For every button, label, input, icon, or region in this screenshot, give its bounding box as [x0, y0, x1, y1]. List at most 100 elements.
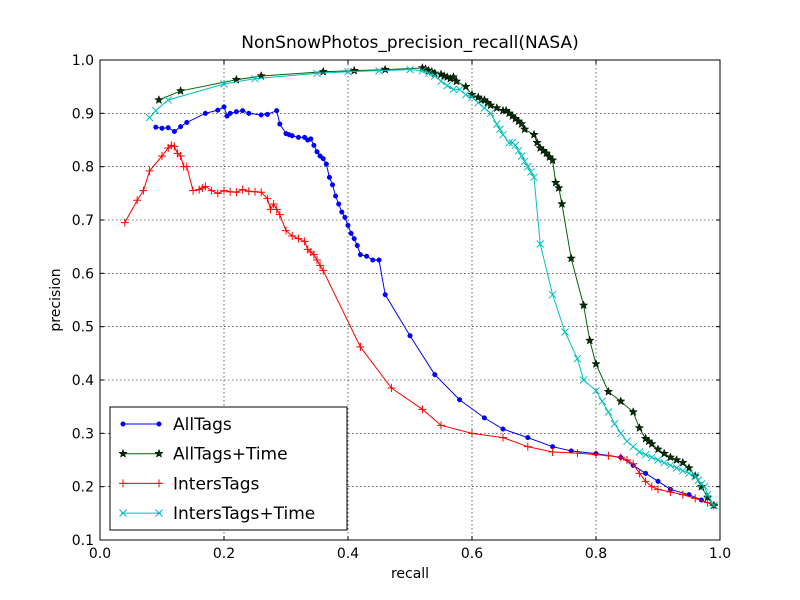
data-point-interstags-time: [666, 461, 675, 470]
data-point-interstags-time: [536, 240, 545, 248]
data-point-alltags: [215, 107, 221, 113]
y-tick-label: 0.4: [72, 373, 94, 389]
data-point-interstags-time: [514, 146, 523, 155]
data-point-interstags-time: [430, 72, 439, 80]
data-point-interstags: [629, 459, 638, 468]
legend-label-interstags: IntersTags: [173, 474, 260, 494]
data-point-interstags: [387, 384, 396, 392]
data-point-interstags: [703, 498, 712, 507]
data-point-interstags-time: [523, 162, 532, 171]
data-point-interstags-time: [406, 65, 414, 74]
y-tick-label: 0.1: [72, 533, 94, 549]
data-point-interstags: [232, 188, 241, 197]
x-tick-label: 0.8: [585, 546, 607, 562]
data-point-interstags: [120, 218, 129, 227]
data-point-interstags-time: [492, 120, 501, 128]
data-point-interstags: [275, 210, 284, 219]
data-point-alltags: [246, 110, 252, 116]
data-point-alltags-time: [578, 300, 589, 310]
data-point-interstags-time: [151, 106, 160, 115]
x-tick-label: 0.4: [337, 546, 359, 562]
y-tick-label: 0.5: [72, 320, 94, 336]
data-point-interstags: [635, 469, 644, 478]
data-point-interstags: [244, 187, 253, 196]
data-point-alltags: [289, 133, 295, 139]
data-point-alltags: [643, 470, 649, 476]
data-point-interstags: [548, 448, 557, 456]
data-point-alltags-time: [175, 85, 186, 95]
legend-box: [109, 406, 348, 531]
data-point-alltags-time: [467, 89, 477, 99]
series-alltags: [153, 104, 717, 508]
data-point-alltags: [240, 108, 246, 114]
data-point-interstags: [170, 142, 179, 151]
data-point-alltags-time: [554, 182, 564, 193]
data-point-interstags: [220, 186, 228, 195]
data-point-interstags: [678, 490, 687, 499]
data-point-alltags: [376, 257, 382, 263]
data-point-alltags: [345, 222, 351, 228]
data-point-interstags: [176, 152, 185, 160]
data-point-alltags-time: [696, 481, 707, 491]
data-point-interstags-time: [616, 429, 625, 438]
data-point-interstags-time: [691, 472, 700, 480]
data-point-alltags-time: [566, 253, 576, 263]
data-point-alltags-time: [154, 94, 164, 105]
data-point-alltags: [342, 214, 348, 220]
data-point-alltags-time: [591, 358, 601, 369]
data-point-alltags: [295, 134, 301, 140]
data-point-interstags-time: [461, 90, 470, 99]
data-point-alltags-time: [529, 129, 539, 139]
legend-marker-alltags: [120, 421, 126, 427]
data-point-interstags: [282, 226, 290, 235]
data-point-interstags-time: [449, 85, 458, 94]
data-point-interstags-time: [623, 437, 631, 446]
data-point-alltags: [258, 112, 264, 118]
data-point-alltags-time: [461, 81, 471, 91]
data-point-alltags-time: [665, 452, 676, 462]
data-point-interstags-time: [480, 104, 489, 112]
data-point-interstags: [573, 449, 582, 458]
data-point-alltags: [481, 415, 487, 421]
data-point-interstags-time: [685, 469, 693, 478]
data-point-interstags-time: [375, 66, 383, 75]
y-tick-label: 1.0: [72, 53, 94, 69]
data-point-alltags-time: [519, 124, 530, 134]
series-interstags: [120, 141, 718, 510]
data-point-alltags-time: [647, 438, 657, 449]
data-point-alltags: [329, 182, 336, 188]
data-point-interstags-time: [654, 456, 662, 464]
data-point-alltags-time: [616, 396, 626, 406]
data-point-alltags: [165, 125, 171, 131]
legend: AllTags AllTags+Time IntersTags IntersTags+…: [109, 406, 348, 531]
data-point-interstags: [666, 488, 675, 496]
data-point-interstags: [238, 185, 247, 194]
data-point-alltags-time: [541, 148, 552, 158]
data-point-interstags-time: [641, 450, 650, 459]
data-point-alltags-time: [485, 100, 496, 110]
data-point-interstags-time: [703, 490, 712, 499]
data-point-alltags-time: [557, 198, 567, 209]
data-point-interstags-time: [573, 354, 582, 363]
data-point-interstags-time: [530, 173, 538, 182]
data-point-alltags: [320, 156, 326, 162]
data-point-alltags-time: [492, 102, 502, 113]
data-point-interstags: [207, 186, 216, 195]
data-point-alltags: [233, 109, 239, 115]
data-point-alltags-time: [585, 335, 595, 345]
data-point-interstags: [133, 196, 142, 205]
data-point-interstags: [437, 421, 445, 430]
legend-entry-alltags: AllTags: [120, 415, 232, 435]
data-point-alltags: [326, 174, 332, 180]
series-interstags-time: [145, 65, 718, 510]
data-point-alltags: [364, 253, 370, 259]
legend-marker-alltags-time: [118, 448, 128, 458]
data-point-interstags: [288, 232, 297, 240]
data-point-interstags-time: [145, 113, 154, 122]
legend-marker-interstags-time: [155, 509, 163, 517]
x-tick-label: 0.0: [89, 546, 111, 562]
data-point-interstags: [226, 187, 235, 196]
plot-frame: [99, 59, 721, 541]
data-point-alltags: [432, 372, 438, 378]
